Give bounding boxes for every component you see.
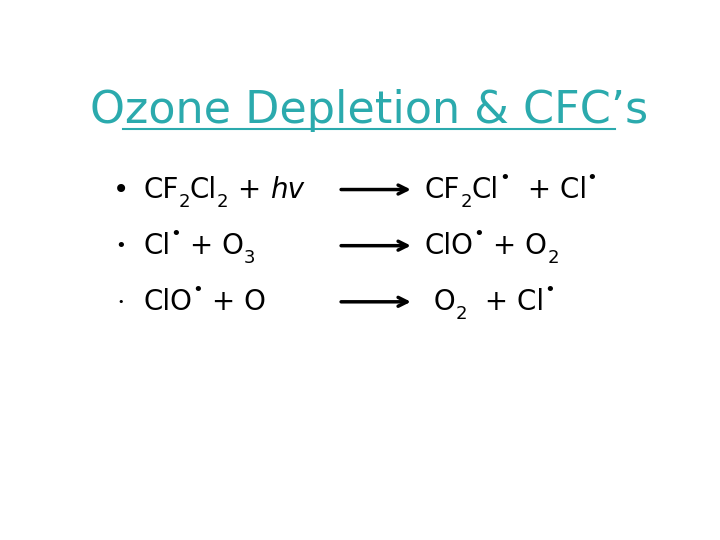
Text: •: • <box>112 176 129 204</box>
Text: 2: 2 <box>547 249 559 267</box>
Text: •: • <box>117 297 124 307</box>
Text: CF: CF <box>143 176 179 204</box>
Text: Cl: Cl <box>472 176 499 204</box>
Text: + O: + O <box>202 288 266 316</box>
Text: •: • <box>544 281 555 299</box>
Text: + Cl: + Cl <box>467 288 544 316</box>
Text: + Cl: + Cl <box>510 176 587 204</box>
Text: •: • <box>170 225 181 243</box>
Text: Cl: Cl <box>190 176 217 204</box>
Text: 2: 2 <box>179 193 190 211</box>
Text: •: • <box>587 169 598 187</box>
Text: 2: 2 <box>217 193 228 211</box>
Text: CF: CF <box>425 176 460 204</box>
Text: ClO: ClO <box>143 288 192 316</box>
Text: 2: 2 <box>460 193 472 211</box>
Text: Cl: Cl <box>143 232 170 260</box>
Text: + O: + O <box>181 232 244 260</box>
Text: •: • <box>192 281 202 299</box>
Text: 3: 3 <box>244 249 256 267</box>
Text: + O: + O <box>485 232 547 260</box>
Text: +: + <box>228 176 269 204</box>
Text: Ozone Depletion & CFC’s: Ozone Depletion & CFC’s <box>90 89 648 132</box>
Text: •: • <box>499 169 510 187</box>
Text: O: O <box>425 288 456 316</box>
Text: hv: hv <box>269 176 304 204</box>
Text: •: • <box>115 237 126 255</box>
Text: ClO: ClO <box>425 232 474 260</box>
Text: •: • <box>474 225 485 243</box>
Text: 2: 2 <box>456 305 467 323</box>
